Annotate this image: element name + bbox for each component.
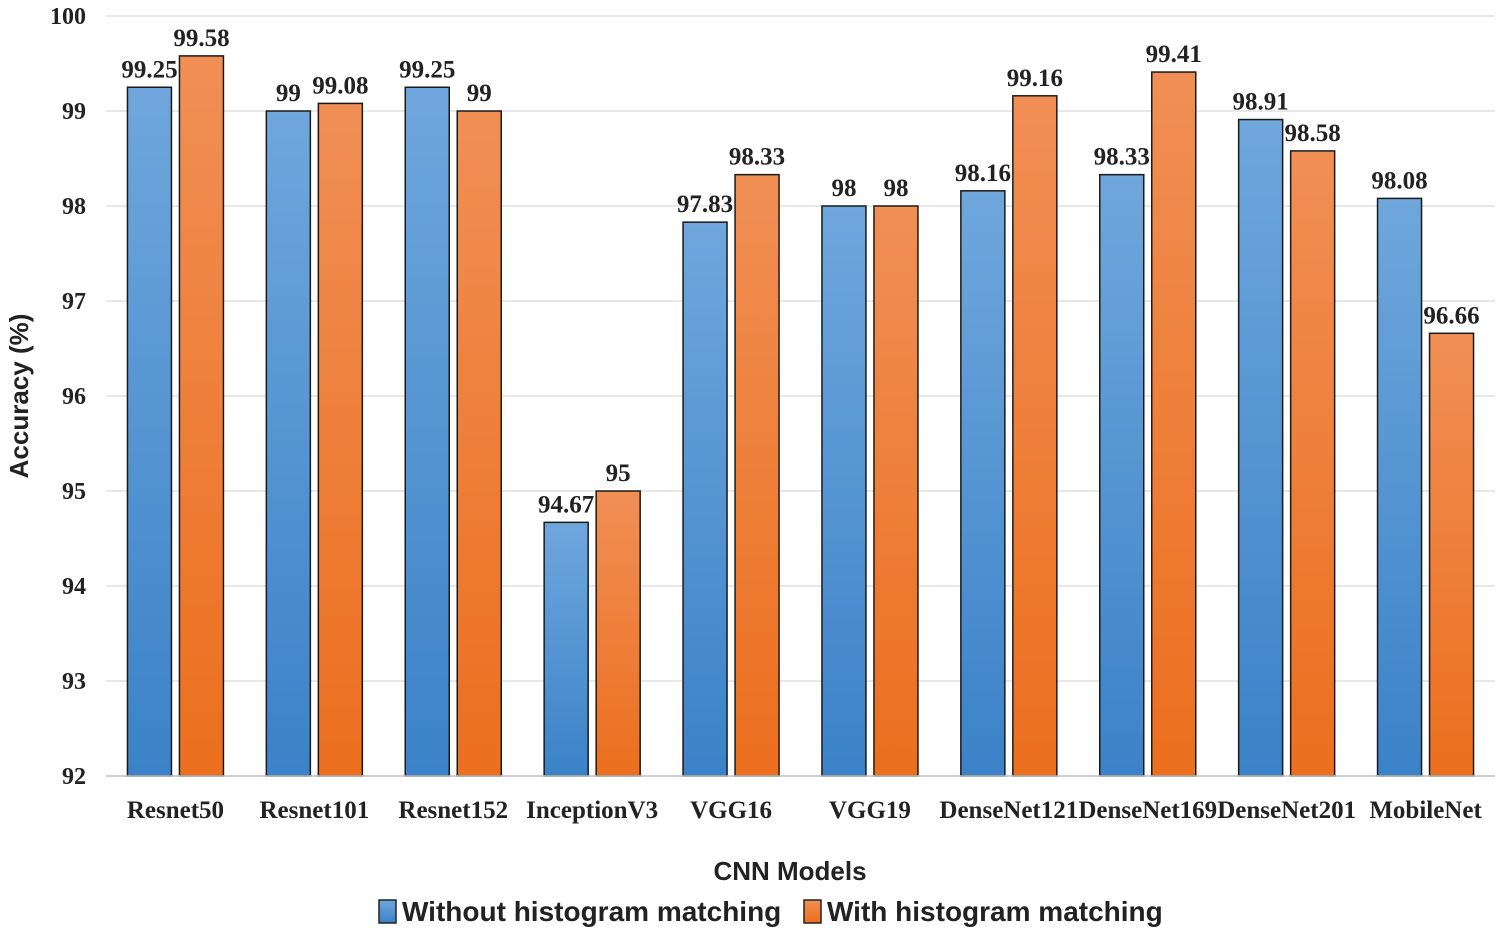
y-tick-label: 93 [62, 669, 86, 695]
bar-with-resnet152 [456, 110, 502, 777]
bars [126, 55, 1475, 777]
bar-without-densenet201 [1237, 118, 1284, 777]
data-label-with-mobilenet: 96.66 [1423, 302, 1479, 329]
data-label-without-vgg19: 98 [831, 175, 856, 202]
x-category-label: Resnet50 [127, 797, 224, 824]
data-label-without-inceptionv3: 94.67 [538, 491, 594, 518]
data-label-with-vgg16: 98.33 [729, 144, 785, 171]
legend: Without histogram matching With histogra… [378, 896, 1163, 927]
gridlines [106, 15, 1495, 682]
bar-with-resnet50 [178, 55, 225, 777]
data-label-without-resnet50: 99.25 [121, 56, 177, 83]
bar-with-vgg19 [873, 205, 919, 777]
data-label-without-densenet121: 98.16 [955, 160, 1011, 187]
bar-with-densenet121 [1012, 95, 1058, 777]
bar-without-densenet121 [960, 190, 1006, 777]
legend-label-with: With histogram matching [827, 896, 1163, 927]
x-axis-title: CNN Models [713, 856, 866, 886]
bar-with-resnet101 [317, 102, 364, 777]
data-label-with-densenet169: 99.41 [1146, 41, 1202, 68]
x-category-label: InceptionV3 [526, 797, 658, 824]
x-category-label: VGG16 [690, 797, 772, 824]
data-label-with-vgg19: 98 [883, 175, 908, 202]
x-axis-categories: Resnet50 Resnet101 Resnet152 InceptionV3 VGG… [127, 797, 1483, 824]
x-category-label: DenseNet201 [1217, 797, 1356, 824]
bar-without-mobilenet [1376, 197, 1423, 777]
data-label-with-resnet50: 99.58 [173, 25, 229, 52]
bar-with-inceptionv3 [595, 490, 641, 777]
bar-without-vgg16 [682, 221, 728, 777]
data-label-with-inceptionv3: 95 [606, 460, 631, 487]
y-tick-label: 99 [62, 99, 86, 125]
x-category-label: MobileNet [1369, 797, 1482, 824]
bar-with-densenet201 [1289, 150, 1336, 777]
y-tick-label: 94 [62, 574, 86, 600]
bar-without-inceptionv3 [543, 521, 589, 777]
bar-with-mobilenet [1428, 332, 1475, 777]
bar-without-resnet101 [265, 110, 312, 777]
y-tick-label: 96 [62, 384, 86, 410]
y-tick-label: 100 [50, 4, 86, 30]
x-category-label: DenseNet121 [939, 797, 1078, 824]
data-label-without-resnet152: 99.25 [399, 56, 455, 83]
bar-without-vgg19 [821, 205, 867, 777]
legend-swatch-without [378, 899, 397, 924]
bar-without-resnet50 [126, 86, 173, 777]
x-category-label: VGG19 [829, 797, 911, 824]
y-tick-label: 92 [62, 764, 86, 790]
data-label-without-resnet101: 99 [276, 80, 301, 107]
data-label-without-vgg16: 97.83 [677, 191, 733, 218]
x-category-label: Resnet101 [259, 797, 369, 824]
y-tick-label: 95 [62, 479, 86, 505]
y-tick-label: 97 [62, 289, 86, 315]
bar-without-resnet152 [404, 86, 450, 777]
y-axis-ticks: 92 93 94 95 96 97 98 99 100 [50, 4, 86, 790]
y-axis-title: Accuracy (%) [4, 314, 34, 479]
y-tick-label: 98 [62, 194, 86, 220]
data-label-with-densenet121: 99.16 [1007, 65, 1063, 92]
data-label-with-resnet101: 99.08 [312, 72, 368, 99]
bar-with-densenet169 [1151, 71, 1197, 777]
data-labels: 99.25 99.58 99 99.08 99.25 99 94.67 95 97.83 98.3… [121, 25, 1479, 518]
x-category-label: Resnet152 [398, 797, 508, 824]
bar-without-densenet169 [1099, 173, 1145, 777]
legend-swatch-with [803, 899, 822, 924]
data-label-without-mobilenet: 98.08 [1371, 167, 1427, 194]
legend-label-without: Without histogram matching [402, 896, 781, 927]
data-label-without-densenet169: 98.33 [1094, 144, 1150, 171]
data-label-without-densenet201: 98.91 [1233, 89, 1289, 116]
data-label-with-densenet201: 98.58 [1285, 120, 1341, 147]
x-category-label: DenseNet169 [1078, 797, 1217, 824]
bar-with-vgg16 [734, 173, 780, 777]
data-label-with-resnet152: 99 [467, 80, 492, 107]
